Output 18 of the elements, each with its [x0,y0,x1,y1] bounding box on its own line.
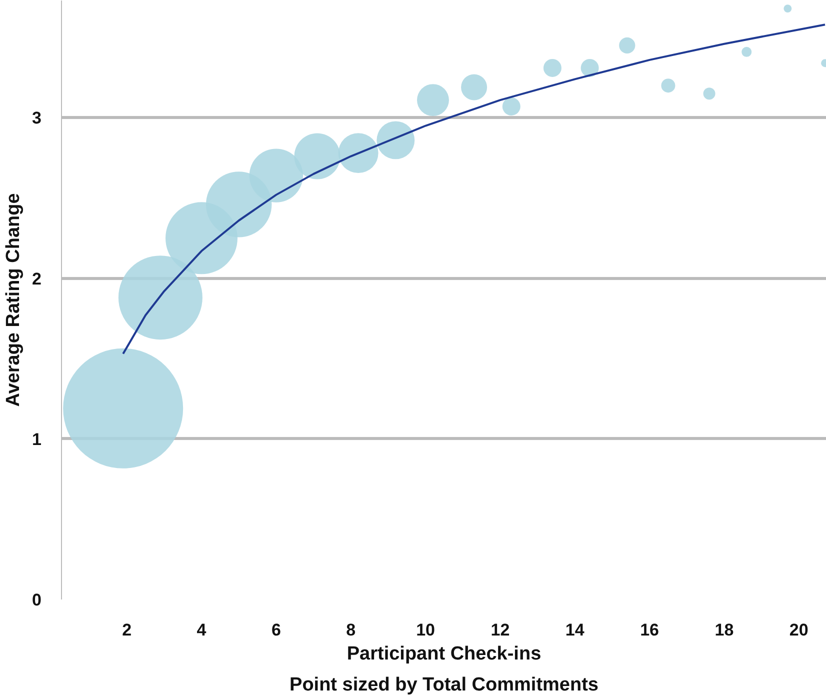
text: Point sized by Total Commitments [290,674,598,696]
x-tick-label: 16 [640,620,659,640]
y-tick-label: 2 [32,269,42,288]
x-tick-label: 18 [714,620,734,640]
x-tick-label: 6 [271,620,281,640]
line-series [122,24,826,355]
x-tick-label: 2 [122,620,132,640]
x-tick-label: 4 [196,620,207,640]
x-tick-label: 14 [565,620,585,640]
x-axis-title: Participant Check-ins [346,644,542,664]
y-tick-label: 0 [32,590,42,610]
y-tick-label: 1 [32,430,42,449]
y-axis-title: Average Rating Change [3,193,24,407]
x-tick-label: 12 [490,620,510,640]
y-tick-label: 3 [32,108,42,128]
x-tick-label: 10 [416,620,435,640]
x-tick-label: 8 [346,620,356,640]
x-tick-label: 20 [789,620,808,640]
